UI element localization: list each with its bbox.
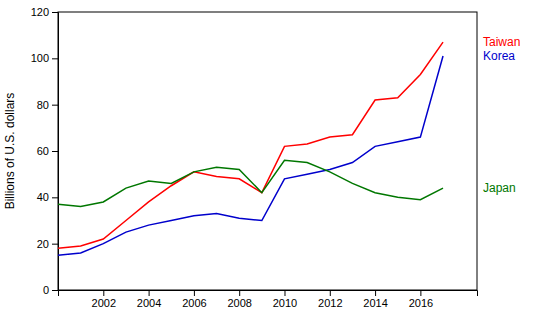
tick-label: 120 [31,6,49,18]
tick-mark [149,290,150,296]
tick-mark [52,151,58,152]
tick-mark [52,197,58,198]
tick-label: 2014 [363,297,387,309]
tick-mark [239,290,240,296]
tick-mark [284,290,285,296]
tick: 100 [31,52,58,64]
series-line [58,42,443,248]
series-label: Korea [483,49,515,63]
tick: 40 [37,191,58,203]
tick-label: 2004 [137,297,161,309]
tick-label: 2002 [92,297,116,309]
tick: 2014 [363,290,387,309]
tick: 60 [37,145,58,157]
tick-mark [52,290,58,291]
tick-label: 2016 [409,297,433,309]
plot-frame [58,12,477,290]
tick-mark [103,290,104,296]
tick: 2006 [182,290,206,309]
tick-label: 100 [31,52,49,64]
tick: 2002 [92,290,116,309]
tick-mark [420,290,421,296]
axis-line [59,291,478,297]
tick-mark [52,105,58,106]
y-axis-title: Billions of U.S. dollars [3,93,17,210]
tick-label: 40 [37,191,49,203]
tick-mark [52,244,58,245]
tick: 80 [37,99,58,111]
tick-mark [52,12,58,13]
chart: 2002 2004 2006 2008 2010 2012 2014 2016 0 20 40 60 8… [0,0,541,320]
tick-label: 80 [37,99,49,111]
tick-label: 2008 [227,297,251,309]
x-axis: 2002 2004 2006 2008 2010 2012 2014 2016 [59,290,478,309]
tick-mark [375,290,376,296]
series-label: Japan [483,181,516,195]
plot: 2002 2004 2006 2008 2010 2012 2014 2016 0 20 40 60 8… [3,6,520,309]
tick-mark [194,290,195,296]
tick-label: 2012 [318,297,342,309]
tick: 120 [31,6,58,18]
tick-label: 2006 [182,297,206,309]
tick-label: 60 [37,145,49,157]
y-axis: 0 20 40 60 80 100 120 [31,6,59,296]
tick-label: 20 [37,238,49,250]
tick-label: 2010 [273,297,297,309]
series-label: Taiwan [483,35,520,49]
tick: 0 [43,284,58,296]
tick: 2004 [137,290,161,309]
tick: 2010 [273,290,297,309]
tick: 2016 [409,290,433,309]
tick: 2012 [318,290,342,309]
lines [58,42,443,255]
tick: 20 [37,238,58,250]
tick-mark [52,58,58,59]
series-line [58,160,443,206]
series-line [58,56,443,255]
tick-mark [330,290,331,296]
tick: 2008 [227,290,251,309]
series-labels: TaiwanKorea Japan [483,35,520,195]
tick-label: 0 [43,284,49,296]
